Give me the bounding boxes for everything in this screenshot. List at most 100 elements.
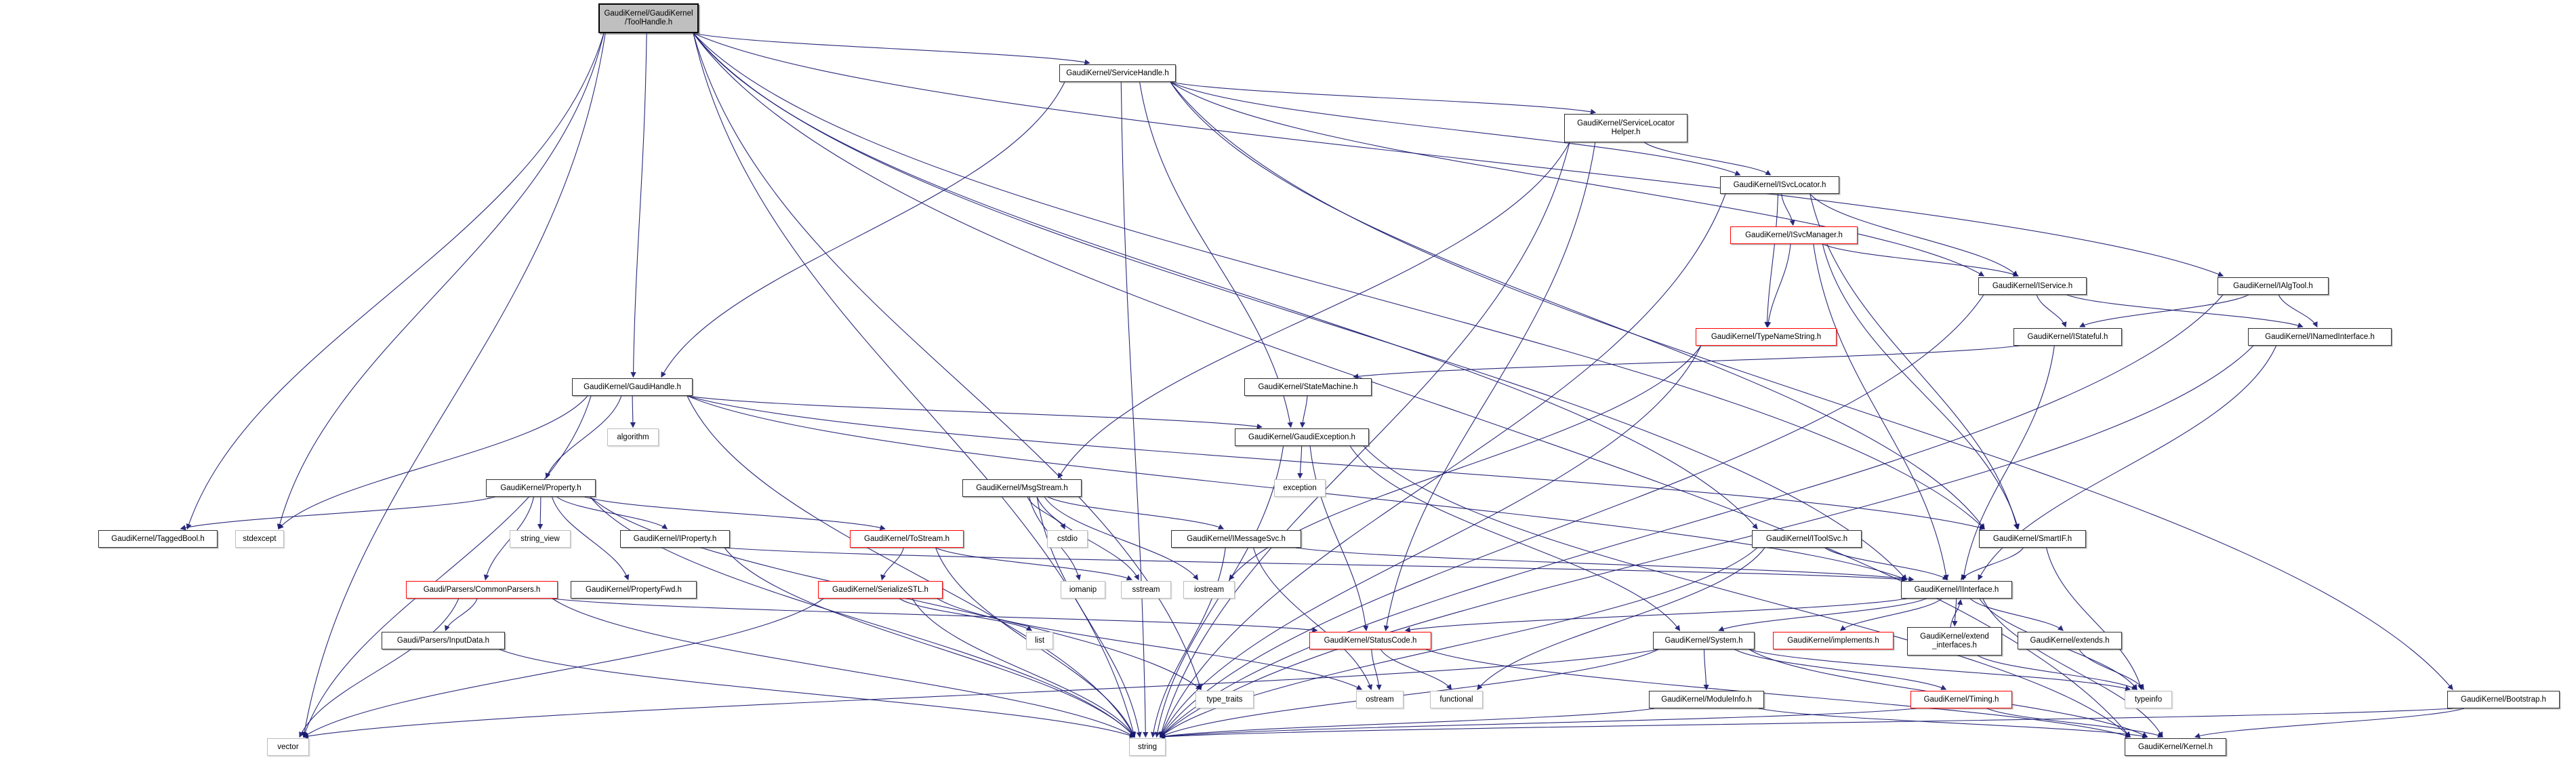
graph-node-typetraits[interactable]: type_traits [1195, 691, 1254, 708]
graph-node-iinterface[interactable]: GaudiKernel/IInterface.h [1901, 581, 2012, 599]
include-edge-gaudiexception-to-statuscode [1309, 445, 1369, 632]
include-edge-iservice-to-string [1160, 294, 1984, 738]
graph-node-imessagesvc[interactable]: GaudiKernel/IMessageSvc.h [1171, 530, 1301, 548]
include-edge-statuscode-to-ostream [1371, 649, 1382, 691]
graph-node-string[interactable]: string [1129, 738, 1166, 756]
include-edge-serializestl-to-ostream [937, 598, 1363, 690]
include-edge-isvclocator-to-iservice [1810, 193, 2018, 277]
include-edge-commonparsers-to-string [552, 598, 1136, 738]
graph-node-exception[interactable]: exception [1274, 479, 1326, 497]
include-edge-toolhandle-to-itoolsvc [693, 33, 1758, 529]
include-edge-iservice-to-inamedinterface [2066, 294, 2304, 328]
include-edge-servicehandle-to-svclochelper [1170, 81, 1597, 115]
graph-node-implements[interactable]: GaudiKernel/implements.h [1773, 632, 1894, 649]
graph-node-algorithm[interactable]: algorithm [607, 428, 659, 446]
include-edge-itoolsvc-to-functional [1477, 547, 1765, 690]
graph-node-stdexcept[interactable]: stdexcept [235, 530, 284, 548]
graph-node-propertyfwd[interactable]: GaudiKernel/PropertyFwd.h [571, 581, 697, 599]
include-edge-gaudihandle-to-string [687, 395, 1135, 738]
graph-node-kernel[interactable]: GaudiKernel/Kernel.h [2125, 738, 2226, 756]
graph-node-moduleinfo[interactable]: GaudiKernel/ModuleInfo.h [1649, 691, 1764, 708]
graph-node-timing[interactable]: GaudiKernel/Timing.h [1910, 691, 2012, 708]
graph-node-msgstream[interactable]: GaudiKernel/MsgStream.h [962, 479, 1082, 497]
include-edge-msgstream-to-iostream [1044, 496, 1199, 580]
include-edge-extendinterfaces-to-iinterface [1950, 599, 1963, 628]
include-edge-servicehandle-to-isvclocator [1170, 81, 1741, 176]
include-edge-inamedinterface-to-string [1160, 345, 2254, 738]
graph-node-system[interactable]: GaudiKernel/System.h [1653, 632, 1755, 649]
include-edge-servicehandle-to-gaudiexception [1139, 81, 1293, 428]
graph-node-inputdata[interactable]: Gaudi/Parsers/InputData.h [382, 632, 505, 649]
graph-node-stringview[interactable]: string_view [510, 530, 571, 548]
graph-node-serializestl[interactable]: GaudiKernel/SerializeSTL.h [818, 581, 943, 599]
include-edge-toolhandle-to-ialgtool [693, 33, 2224, 277]
graph-node-itoolsvc[interactable]: GaudiKernel/IToolSvc.h [1752, 530, 1862, 548]
graph-node-iomanip[interactable]: iomanip [1061, 581, 1105, 599]
graph-node-property[interactable]: GaudiKernel/Property.h [486, 479, 596, 497]
graph-node-bootstrap[interactable]: GaudiKernel/Bootstrap.h [2447, 691, 2560, 708]
include-edge-inputdata-to-string [499, 649, 1136, 738]
graph-node-list[interactable]: list [1026, 632, 1053, 649]
graph-node-iservice[interactable]: GaudiKernel/IService.h [1978, 277, 2087, 295]
graph-node-extends[interactable]: GaudiKernel/extends.h [2018, 632, 2122, 649]
include-edge-toolhandle-to-gaudihandle [630, 33, 647, 378]
include-edge-iinterface-to-extends [1969, 598, 2064, 631]
graph-node-smartif[interactable]: GaudiKernel/SmartIF.h [1979, 530, 2086, 548]
include-edge-system-to-vector [302, 649, 1659, 739]
include-edge-isvclocator-to-smartif [1810, 193, 2019, 530]
include-edge-iinterface-to-system [1718, 598, 1927, 632]
graph-node-gaudihandle[interactable]: GaudiKernel/GaudiHandle.h [572, 378, 693, 396]
include-edge-commonparsers-to-statuscode [552, 598, 1318, 633]
include-edge-toolhandle-to-iinterface [693, 33, 1907, 580]
graph-node-vector[interactable]: vector [267, 738, 309, 756]
include-edge-commonparsers-to-vector [299, 598, 459, 738]
include-edge-imessagesvc-to-string [1150, 547, 1226, 738]
graph-node-ialgtool[interactable]: GaudiKernel/IAlgTool.h [2217, 277, 2329, 295]
graph-node-isvcmanager[interactable]: GaudiKernel/ISvcManager.h [1730, 226, 1858, 244]
graph-node-inamedinterface[interactable]: GaudiKernel/INamedInterface.h [2248, 328, 2392, 346]
graph-node-statuscode[interactable]: GaudiKernel/StatusCode.h [1309, 632, 1431, 649]
include-edge-iproperty-to-iinterface [724, 547, 1908, 582]
include-edge-gaudihandle-to-vector [302, 395, 592, 738]
include-edge-servicehandle-to-smartif [1170, 81, 1985, 530]
include-edge-statemachine-to-gaudiexception [1299, 395, 1308, 428]
graph-node-statemachine[interactable]: GaudiKernel/StateMachine.h [1244, 378, 1372, 396]
include-edge-extends-to-typeinfo [2079, 649, 2144, 691]
include-edge-isvclocator-to-string [1159, 193, 1726, 738]
include-edge-moduleinfo-to-kernel [1758, 708, 2148, 739]
graph-node-svclochelper[interactable]: GaudiKernel/ServiceLocator Helper.h [1564, 114, 1688, 142]
graph-node-iostream[interactable]: iostream [1183, 581, 1235, 599]
graph-node-toolhandle[interactable]: GaudiKernel/GaudiKernel /ToolHandle.h [598, 3, 699, 33]
include-edge-servicehandle-to-bootstrap [1170, 81, 2453, 690]
graph-node-typeinfo[interactable]: typeinfo [2125, 691, 2172, 708]
include-edge-msgstream-to-cstdio [1027, 496, 1065, 530]
include-edge-serializestl-to-string [912, 598, 1135, 738]
graph-node-extendinterfaces[interactable]: GaudiKernel/extend _interfaces.h [1907, 627, 2002, 656]
graph-node-iproperty[interactable]: GaudiKernel/IProperty.h [620, 530, 730, 548]
include-edge-isvcmanager-to-typenamestring [1765, 243, 1791, 328]
graph-node-ostream[interactable]: ostream [1356, 691, 1404, 708]
include-edge-svclochelper-to-string [1158, 142, 1570, 738]
graph-node-taggedbool[interactable]: GaudiKernel/TaggedBool.h [98, 530, 218, 548]
include-edge-msgstream-to-imessagesvc [1047, 496, 1225, 529]
graph-node-functional[interactable]: functional [1430, 691, 1483, 708]
include-edge-toolhandle-to-taggedbool [186, 33, 605, 530]
graph-node-typenamestring[interactable]: GaudiKernel/TypeNameString.h [1696, 328, 1837, 346]
include-edge-iservice-to-istateful [2036, 294, 2067, 328]
include-edge-iinterface-to-statuscode [1404, 598, 1907, 632]
include-edge-timing-to-kernel [1986, 708, 2164, 738]
graph-node-tostream[interactable]: GaudiKernel/ToStream.h [850, 530, 964, 548]
graph-node-cstdio[interactable]: cstdio [1047, 530, 1088, 548]
include-edge-toolhandle-to-smartif [693, 33, 1985, 529]
include-edge-itoolsvc-to-iinterface [1824, 547, 1948, 580]
graph-node-gaudiexception[interactable]: GaudiKernel/GaudiException.h [1235, 428, 1369, 446]
include-edge-commonparsers-to-inputdata [445, 598, 478, 632]
include-edge-system-to-timing [1734, 649, 1947, 690]
graph-node-commonparsers[interactable]: Gaudi/Parsers/CommonParsers.h [406, 581, 558, 599]
graph-node-sstream[interactable]: sstream [1121, 581, 1171, 599]
include-edge-ialgtool-to-string [1160, 294, 2224, 738]
graph-node-isvclocator[interactable]: GaudiKernel/ISvcLocator.h [1720, 176, 1839, 194]
graph-node-servicehandle[interactable]: GaudiKernel/ServiceHandle.h [1059, 64, 1176, 82]
graph-node-istateful[interactable]: GaudiKernel/IStateful.h [2013, 328, 2122, 346]
include-edge-isvclocator-to-isvcmanager [1780, 193, 1795, 226]
